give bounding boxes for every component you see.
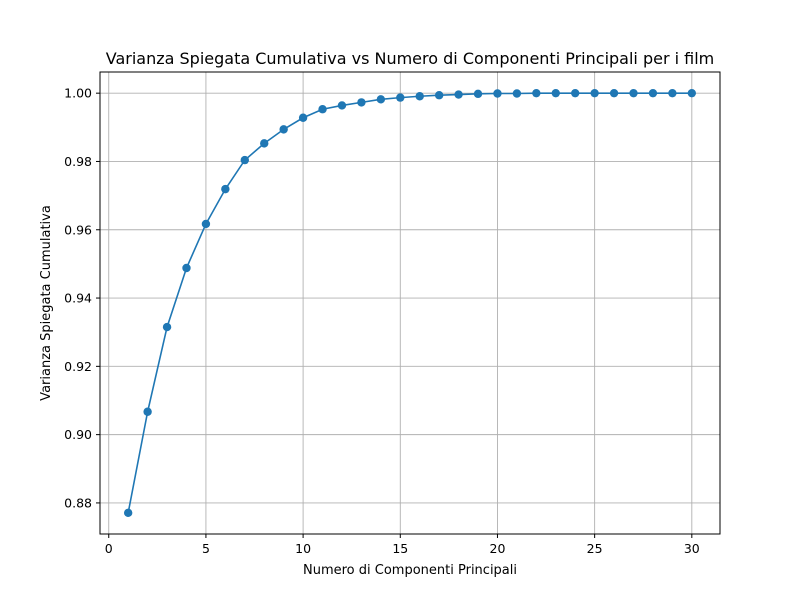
x-tick-label: 0 bbox=[105, 541, 113, 556]
x-tick-label: 30 bbox=[684, 541, 700, 556]
y-axis-label: Varianza Spiegata Cumulativa bbox=[39, 205, 54, 401]
x-axis-label: Numero di Componenti Principali bbox=[303, 563, 517, 578]
data-point bbox=[532, 88, 541, 98]
data-point bbox=[376, 95, 386, 104]
data-point bbox=[182, 263, 191, 273]
data-point bbox=[337, 101, 347, 110]
data-point bbox=[648, 88, 658, 98]
y-tick-label: 0.96 bbox=[64, 222, 92, 237]
data-point bbox=[318, 105, 327, 114]
data-point bbox=[434, 91, 444, 100]
tick-layer: 0 5 10 15 20 25 30 0.88 0.90 0.92 0.94 0.96 0.98 1.00 bbox=[64, 86, 700, 556]
data-point bbox=[260, 139, 269, 148]
marker-layer bbox=[123, 88, 697, 518]
x-tick-label: 25 bbox=[587, 541, 603, 556]
x-tick-label: 15 bbox=[392, 541, 408, 556]
data-point bbox=[551, 88, 560, 98]
data-point bbox=[143, 407, 152, 416]
grid-lines bbox=[100, 72, 720, 534]
y-tick-label: 0.88 bbox=[64, 495, 92, 510]
data-point bbox=[123, 508, 133, 518]
data-point bbox=[162, 322, 172, 332]
data-point bbox=[279, 125, 288, 134]
x-tick-label: 5 bbox=[202, 541, 210, 556]
series-line bbox=[127, 92, 692, 513]
data-point bbox=[629, 88, 638, 98]
y-tick-label: 1.00 bbox=[64, 86, 92, 101]
data-point bbox=[221, 184, 230, 194]
data-point bbox=[396, 93, 405, 102]
series-layer bbox=[123, 88, 697, 518]
data-point bbox=[668, 88, 677, 98]
data-point bbox=[512, 89, 522, 98]
y-tick-label: 0.94 bbox=[64, 291, 92, 306]
chart-title: Varianza Spiegata Cumulativa vs Numero d… bbox=[106, 49, 715, 68]
data-point bbox=[493, 89, 502, 98]
y-tick-label: 0.92 bbox=[64, 359, 92, 374]
x-tick-label: 20 bbox=[490, 541, 506, 556]
data-point bbox=[298, 113, 308, 122]
data-point bbox=[590, 88, 599, 98]
data-point bbox=[415, 92, 424, 101]
data-point bbox=[687, 88, 697, 98]
data-point bbox=[201, 219, 211, 229]
data-point bbox=[454, 90, 463, 99]
data-point bbox=[571, 88, 580, 98]
y-tick-label: 0.98 bbox=[64, 154, 92, 169]
plot-frame bbox=[99, 71, 721, 535]
data-point bbox=[609, 88, 619, 98]
y-tick-label: 0.90 bbox=[64, 427, 92, 442]
data-point bbox=[473, 89, 483, 99]
data-point bbox=[240, 155, 249, 165]
data-point bbox=[357, 98, 366, 107]
x-tick-label: 10 bbox=[295, 541, 311, 556]
